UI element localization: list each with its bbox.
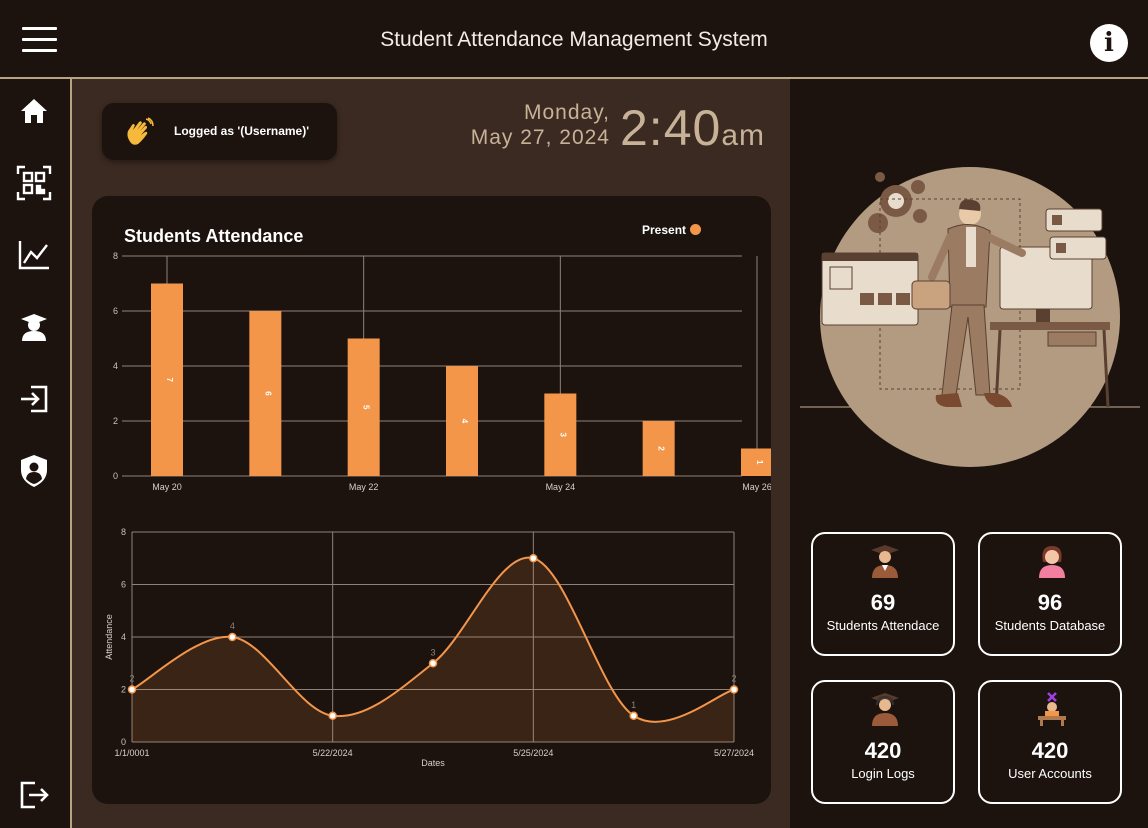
bar [151, 283, 183, 476]
data-point [529, 554, 538, 563]
line-chart: 0 2 4 6 8 2 4 3 1 2 1/1/0001 5/22/2024 5/25/2024 5/27… [104, 527, 754, 768]
main-panel: Logged as '(Username)' Monday, May 27, 2… [72, 79, 790, 828]
data-point [228, 632, 237, 642]
y-axis-label: Attendance [104, 614, 114, 660]
sign-out-icon[interactable] [16, 777, 52, 813]
bar-value-label: 2 [657, 446, 666, 451]
bar-value-label: 1 [755, 460, 764, 465]
bar-value-label: 5 [362, 405, 371, 410]
x-tick-label: 5/22/2024 [313, 748, 353, 758]
stat-label: Login Logs [851, 766, 915, 781]
chart-title: Students Attendance [124, 226, 304, 246]
x-tick-label: 5/27/2024 [714, 748, 754, 758]
student-female-icon [1036, 544, 1068, 578]
sidebar [0, 79, 72, 828]
waving-hand-icon [124, 117, 154, 147]
y-tick-label: 2 [121, 685, 126, 695]
graduate-male-icon [869, 544, 901, 578]
logged-user-badge: Logged as '(Username)' [102, 103, 337, 160]
desk-user-icon [1036, 692, 1068, 726]
y-tick-label: 6 [121, 580, 126, 590]
data-point [729, 685, 739, 694]
legend-swatch [690, 224, 702, 235]
bar-value-label: 3 [558, 433, 567, 438]
logged-as-label: Logged as '(Username)' [174, 124, 310, 138]
point-label: 2 [731, 674, 736, 684]
x-tick-label: May 22 [349, 482, 379, 492]
bar [249, 311, 282, 476]
graduate-headset-icon [869, 692, 901, 726]
bar [741, 448, 771, 476]
y-tick-label: 4 [121, 632, 126, 642]
stat-card-students-database[interactable]: 96 Students Database [978, 532, 1122, 656]
y-tick-label: 0 [121, 737, 126, 747]
qr-code-icon[interactable] [16, 165, 52, 201]
attendance-chart-card: Students Attendance Present 0 2 4 6 8 7 6 5 4 3 2 1… [92, 196, 771, 804]
x-axis-label: Dates [421, 758, 445, 768]
bar [347, 338, 380, 476]
stat-card-login-logs[interactable]: 420 Login Logs [811, 680, 955, 804]
bar [446, 366, 478, 476]
point-label: 2 [129, 674, 134, 684]
bar-value-label: 7 [165, 378, 174, 383]
bar-value-label: 4 [460, 419, 469, 424]
time-display: 2:40am [620, 99, 765, 157]
stat-value: 420 [1031, 738, 1069, 763]
x-tick-label: 1/1/0001 [114, 748, 149, 758]
data-point [629, 711, 638, 720]
data-point [328, 711, 337, 720]
time-value: 2:40 [620, 100, 722, 156]
point-label: 1 [631, 700, 636, 710]
stat-card-students-attendance[interactable]: 69 Students Attendace [811, 532, 955, 656]
info-icon[interactable]: i [1090, 24, 1128, 62]
y-tick-label: 8 [121, 527, 126, 537]
stat-value: 69 [870, 590, 896, 615]
x-tick-label: 5/25/2024 [513, 748, 553, 758]
shield-user-icon[interactable] [16, 453, 52, 489]
bar [544, 393, 577, 476]
y-tick-label: 8 [113, 251, 118, 261]
y-tick-label: 4 [113, 361, 118, 371]
right-panel: 69 Students Attendace 96 Students Databa… [790, 79, 1148, 828]
point-label: 4 [230, 621, 235, 631]
data-point [127, 685, 137, 694]
meridiem: am [721, 119, 766, 152]
legend-label: Present [642, 223, 687, 237]
stat-card-user-accounts[interactable]: 420 User Accounts [978, 680, 1122, 804]
date-label: May 27, 2024 [470, 126, 610, 149]
weekday-label: Monday, [524, 101, 610, 124]
home-icon[interactable] [16, 93, 52, 129]
menu-icon[interactable] [22, 27, 57, 53]
illustration [800, 167, 1140, 477]
stat-label: Students Database [994, 618, 1106, 633]
x-tick-label: May 20 [152, 482, 182, 492]
x-tick-label: May 26 [742, 482, 771, 492]
data-point [428, 659, 438, 668]
stat-value: 420 [864, 738, 902, 763]
stat-value: 96 [1037, 590, 1063, 615]
bar [642, 421, 675, 476]
bar-chart: 0 2 4 6 8 7 6 5 4 3 2 1 May 20 May 22 May 24 May 26 [113, 251, 771, 492]
stat-label: User Accounts [1008, 766, 1092, 781]
student-icon[interactable] [16, 309, 52, 345]
chart-line-icon[interactable] [16, 237, 52, 273]
app-title: Student Attendance Management System [380, 28, 768, 51]
y-tick-label: 6 [113, 306, 118, 316]
chart-legend: Present [642, 223, 702, 237]
bar-value-label: 6 [263, 391, 272, 396]
x-tick-label: May 24 [546, 482, 576, 492]
y-tick-label: 2 [113, 416, 118, 426]
sign-in-icon[interactable] [16, 381, 52, 417]
y-tick-label: 0 [113, 471, 118, 481]
top-bar: Student Attendance Management System i [0, 0, 1148, 79]
stat-label: Students Attendace [826, 618, 940, 633]
area-fill [132, 557, 734, 742]
point-label: 3 [430, 647, 435, 657]
